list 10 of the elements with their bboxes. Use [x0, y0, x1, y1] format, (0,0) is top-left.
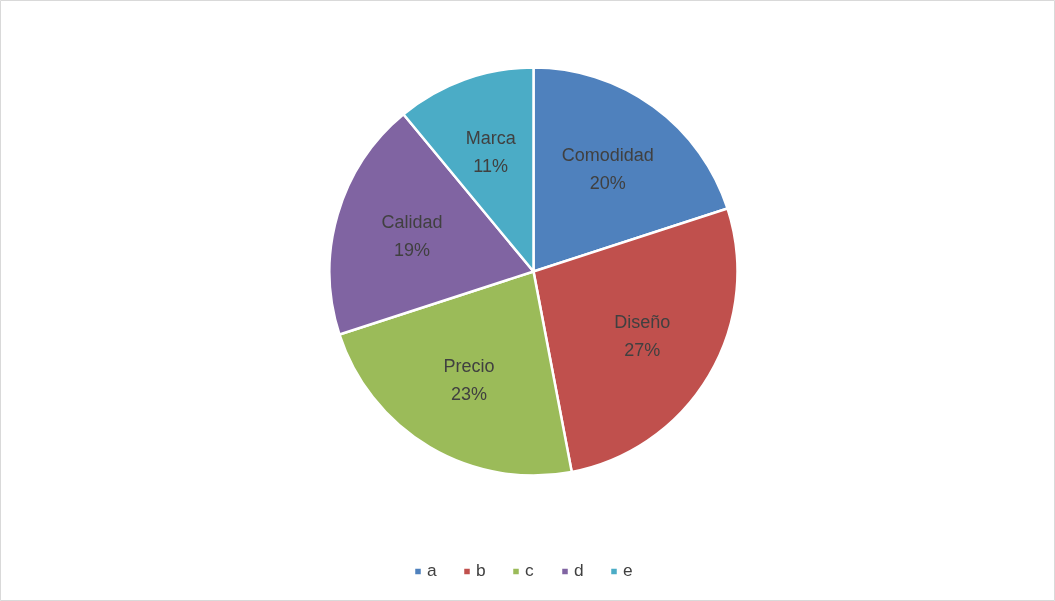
legend-label: e: [623, 560, 634, 581]
legend-label: b: [476, 560, 487, 581]
legend-label: d: [574, 560, 585, 581]
data-label: Diseño 27%: [614, 311, 671, 360]
data-label: Marca 11%: [465, 128, 517, 177]
data-label: Comodidad 20%: [561, 145, 654, 194]
data-label: Precio 23%: [443, 356, 495, 405]
data-label: Calidad 19%: [381, 212, 443, 261]
legend-label: c: [525, 560, 535, 581]
legend-label: a: [427, 560, 438, 581]
